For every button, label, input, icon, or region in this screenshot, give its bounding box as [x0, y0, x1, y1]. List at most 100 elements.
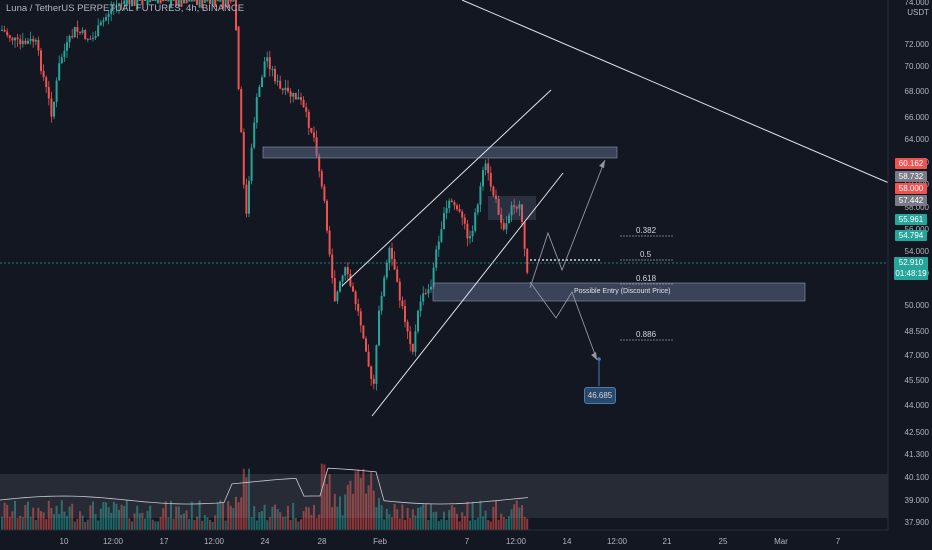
candle-body [391, 248, 393, 260]
supply-zone-box[interactable] [262, 146, 618, 159]
volume-bar [458, 521, 461, 530]
candle-body [81, 30, 84, 33]
candle-body [287, 87, 289, 92]
candle-body [313, 132, 315, 138]
candle-body [443, 213, 445, 230]
volume-bar [505, 518, 508, 530]
projection-path-up[interactable] [529, 159, 606, 289]
candle-body [110, 8, 113, 14]
candle-body [362, 325, 365, 339]
volume-bar [245, 477, 248, 530]
trendline-long[interactable] [461, 0, 897, 187]
volume-bar [16, 517, 19, 530]
candle-body [502, 222, 505, 230]
projection-path-down[interactable] [529, 281, 598, 361]
candle-body [60, 57, 63, 64]
candle-body [157, 0, 159, 4]
time-axis-bg[interactable] [0, 530, 932, 550]
volume-bar [362, 468, 365, 530]
candle-body [471, 230, 474, 237]
volume-bar [328, 474, 331, 530]
candle-body [206, 0, 209, 2]
candle-body [398, 281, 401, 301]
chart-symbol-title[interactable]: Luna / TetherUS PERPETUAL FUTURES, 4h, B… [6, 3, 245, 14]
candle-body [58, 63, 61, 81]
volume-bar [266, 520, 269, 530]
volume-bar [240, 497, 243, 530]
volume-bar [175, 506, 178, 530]
volume-bar [461, 512, 464, 530]
volume-bar [492, 506, 495, 530]
volume-bar [526, 518, 529, 530]
entry-zone-box[interactable] [432, 282, 806, 302]
candle-body [237, 26, 240, 90]
volume-bar [37, 507, 40, 530]
candle-body [102, 20, 105, 23]
volume-bar [274, 504, 276, 530]
volume-bar [310, 514, 313, 530]
volume-bar [185, 510, 188, 530]
volume-bar [515, 500, 518, 530]
volume-bar [344, 494, 347, 530]
candle-body [209, 0, 211, 5]
volume-bar [414, 515, 417, 530]
candle-body [180, 0, 183, 7]
volume-bar [393, 503, 396, 530]
candle-body [417, 310, 419, 332]
volume-bar [201, 520, 204, 530]
entry-zone-label: Possible Entry (Discount Price) [574, 288, 671, 295]
price-axis-label: 47.000 [904, 351, 929, 360]
candle-body [154, 0, 157, 2]
volume-bar [151, 519, 154, 530]
volume-bar [162, 508, 165, 530]
candle-body [6, 31, 9, 36]
volume-bar [99, 508, 102, 530]
candle-body [66, 42, 68, 51]
candle-body [375, 345, 378, 384]
candle-body [292, 92, 295, 97]
time-axis-label: 17 [159, 537, 169, 546]
price-axis-label: 37.900 [904, 518, 929, 527]
volume-bar [14, 500, 16, 530]
candle-body [341, 275, 344, 282]
candle-body [245, 184, 248, 214]
price-tag-57442: 57.442 [895, 195, 927, 206]
volume-bar [71, 503, 74, 530]
time-axis-label: 7 [464, 537, 470, 546]
target-price-badge[interactable]: 46.685 [584, 387, 616, 404]
volume-bar [300, 519, 302, 530]
channel-lower-line[interactable] [371, 172, 564, 417]
candle-body [495, 195, 497, 200]
candle-body [144, 0, 146, 1]
candle-body [263, 61, 266, 78]
candle-body [476, 204, 479, 213]
candle-body [515, 207, 518, 209]
price-axis-label: 45.500 [904, 376, 929, 385]
volume-bar [474, 519, 477, 530]
volume-bar [271, 506, 274, 530]
candle-body [445, 208, 448, 214]
volume-bar [375, 507, 378, 530]
price-axis-label: 74.000 [904, 0, 929, 7]
candle-body [1, 29, 3, 31]
volume-bar [380, 505, 383, 530]
price-axis-label: 44.000 [904, 401, 929, 410]
channel-upper-line[interactable] [341, 89, 552, 287]
candle-body [45, 77, 48, 88]
candle-body [479, 186, 482, 205]
candle-body [302, 99, 305, 108]
candle-body [268, 57, 271, 70]
candle-body [84, 30, 87, 39]
candle-body [242, 132, 245, 185]
candle-body [240, 89, 243, 133]
volume-bar [297, 521, 300, 530]
volume-bar [320, 463, 323, 530]
candle-body [487, 163, 490, 174]
candle-body [94, 36, 97, 38]
candle-body [274, 69, 276, 82]
candle-body [170, 0, 172, 8]
candle-body [513, 205, 516, 208]
volume-bar [253, 505, 256, 530]
time-axis-label: 12:00 [102, 537, 124, 546]
